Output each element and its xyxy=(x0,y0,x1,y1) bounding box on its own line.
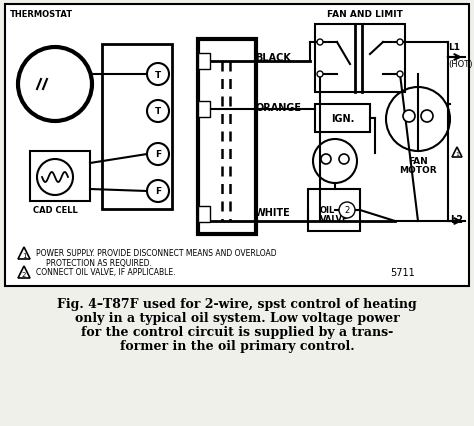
Circle shape xyxy=(397,72,403,78)
Text: for the control circuit is supplied by a trans-: for the control circuit is supplied by a… xyxy=(81,325,393,338)
Text: CAD CELL: CAD CELL xyxy=(33,205,77,215)
Text: T: T xyxy=(155,107,161,116)
Text: L2: L2 xyxy=(450,215,463,225)
Text: FAN: FAN xyxy=(408,157,428,166)
Circle shape xyxy=(421,111,433,123)
Text: 2: 2 xyxy=(22,271,26,277)
Text: (HOT): (HOT) xyxy=(448,60,473,69)
Bar xyxy=(102,45,172,210)
FancyBboxPatch shape xyxy=(198,54,210,70)
Text: 2: 2 xyxy=(345,206,350,215)
Circle shape xyxy=(339,202,355,219)
Circle shape xyxy=(147,144,169,166)
Text: 1: 1 xyxy=(22,252,26,258)
Text: T: T xyxy=(155,70,161,79)
Text: BLACK: BLACK xyxy=(255,53,291,63)
Text: MOTOR: MOTOR xyxy=(399,166,437,175)
Text: 1: 1 xyxy=(455,152,459,157)
Circle shape xyxy=(317,72,323,78)
Bar xyxy=(5,5,469,286)
Circle shape xyxy=(317,40,323,46)
Bar xyxy=(30,152,90,201)
Text: IGN.: IGN. xyxy=(331,114,354,124)
Text: ORANGE: ORANGE xyxy=(255,103,301,113)
Text: OIL: OIL xyxy=(320,206,335,215)
Bar xyxy=(308,190,360,231)
Text: POWER SUPPLY. PROVIDE DISCONNECT MEANS AND OVERLOAD: POWER SUPPLY. PROVIDE DISCONNECT MEANS A… xyxy=(36,248,277,257)
Text: CONNECT OIL VALVE, IF APPLICABLE.: CONNECT OIL VALVE, IF APPLICABLE. xyxy=(36,268,175,276)
Circle shape xyxy=(147,64,169,86)
Bar xyxy=(315,105,370,132)
Text: F: F xyxy=(155,150,161,159)
Bar xyxy=(315,25,405,93)
Text: only in a typical oil system. Low voltage power: only in a typical oil system. Low voltag… xyxy=(74,311,400,324)
Circle shape xyxy=(321,155,331,164)
Text: Fig. 4–T87F used for 2-wire, spst control of heating: Fig. 4–T87F used for 2-wire, spst contro… xyxy=(57,297,417,310)
Text: former in the oil primary control.: former in the oil primary control. xyxy=(120,339,354,352)
Text: L1: L1 xyxy=(448,43,460,52)
Circle shape xyxy=(147,181,169,202)
Text: FAN AND LIMIT: FAN AND LIMIT xyxy=(327,10,403,19)
Circle shape xyxy=(147,101,169,123)
FancyBboxPatch shape xyxy=(198,102,210,118)
FancyBboxPatch shape xyxy=(198,207,210,222)
Circle shape xyxy=(397,40,403,46)
Circle shape xyxy=(403,111,415,123)
Text: VALVE: VALVE xyxy=(320,215,348,224)
Text: 5711: 5711 xyxy=(390,268,415,277)
Text: WHITE: WHITE xyxy=(255,207,291,218)
Circle shape xyxy=(339,155,349,164)
Text: PROTECTION AS REQUIRED.: PROTECTION AS REQUIRED. xyxy=(46,259,152,268)
Bar xyxy=(198,40,256,234)
Text: F: F xyxy=(155,187,161,196)
Text: BURNER: BURNER xyxy=(314,189,356,198)
Text: THERMOSTAT: THERMOSTAT xyxy=(10,10,73,19)
